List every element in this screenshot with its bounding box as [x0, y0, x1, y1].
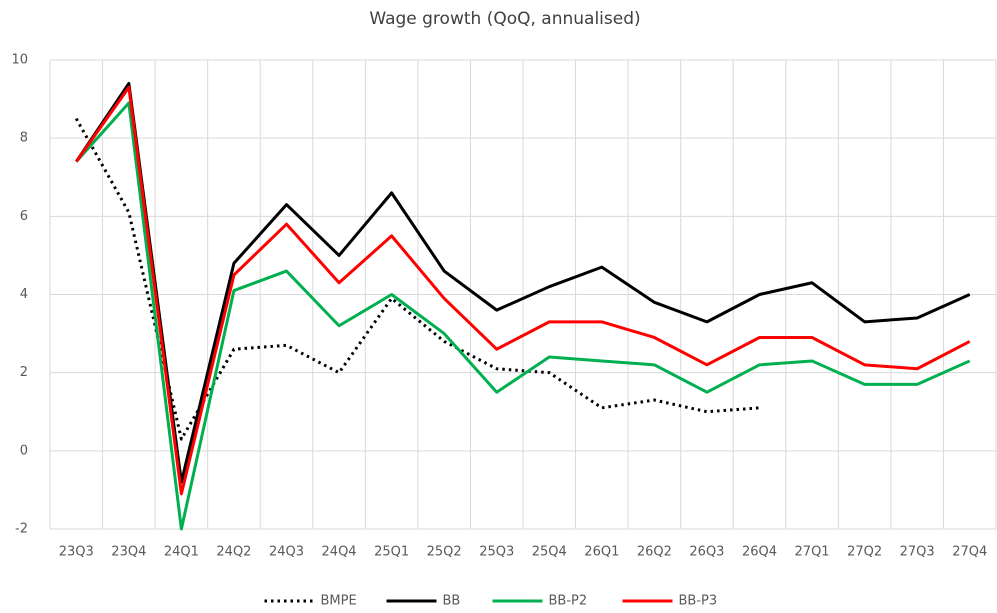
y-tick-label: 6: [20, 209, 28, 224]
series-line: [75, 81, 971, 484]
x-tick-label: 25Q4: [532, 545, 567, 560]
x-tick-label: 24Q4: [322, 545, 357, 560]
series-line: [75, 101, 971, 531]
x-tick-label: 26Q4: [742, 545, 777, 560]
y-tick-label: 4: [20, 287, 28, 302]
legend-label: BMPE: [321, 594, 357, 609]
series-line: [75, 85, 971, 496]
x-tick-label: 24Q1: [164, 545, 199, 560]
legend-label: BB-P3: [679, 594, 718, 609]
x-tick-label: 24Q2: [216, 545, 251, 560]
x-tick-label: 24Q3: [269, 545, 304, 560]
x-tick-label: 26Q1: [584, 545, 619, 560]
series-line: [74, 117, 760, 441]
y-tick-label: 8: [20, 131, 28, 146]
y-tick-label: -2: [15, 522, 28, 537]
y-tick-label: 10: [11, 53, 28, 68]
y-tick-label: 2: [20, 365, 28, 380]
x-tick-label: 26Q3: [689, 545, 724, 560]
chart-title: Wage growth (QoQ, annualised): [369, 9, 640, 29]
x-tick-label: 23Q3: [59, 545, 94, 560]
x-tick-label: 25Q1: [374, 545, 409, 560]
x-tick-label: 25Q2: [427, 545, 462, 560]
x-tick-label: 25Q3: [479, 545, 514, 560]
y-tick-label: 0: [20, 443, 28, 458]
x-tick-label: 26Q2: [637, 545, 672, 560]
legend-label: BB: [443, 594, 461, 609]
x-tick-label: 27Q4: [952, 545, 987, 560]
legend-label: BB-P2: [549, 594, 588, 609]
x-tick-label: 27Q1: [795, 545, 830, 560]
x-tick-label: 27Q3: [900, 545, 935, 560]
x-tick-label: 23Q4: [111, 545, 146, 560]
x-tick-label: 27Q2: [847, 545, 882, 560]
